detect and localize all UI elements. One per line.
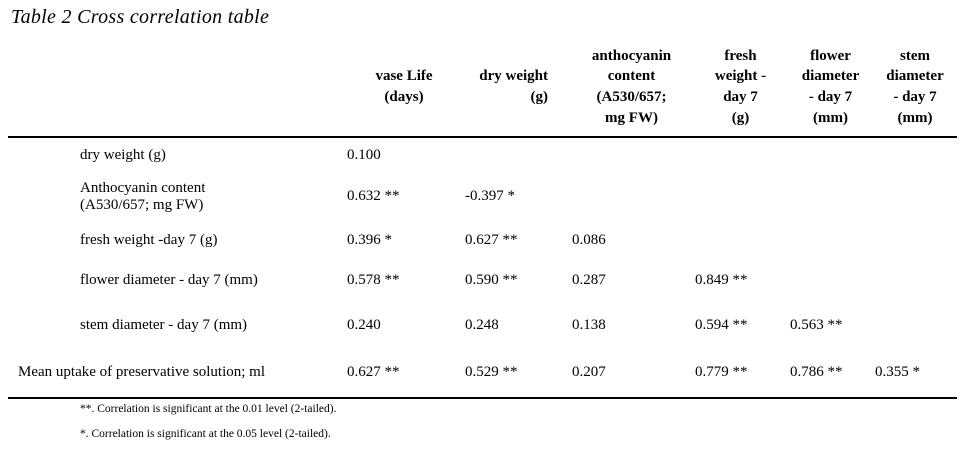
value-cell <box>873 258 957 302</box>
table-row-anthocyanin: Anthocyanin content (A530/657; mg FW) 0.… <box>8 172 957 222</box>
value-cell: 0.138 <box>572 316 606 333</box>
table-row-stem-diameter: stem diameter - day 7 (mm) 0.240 0.248 0… <box>8 302 957 348</box>
table-row-mean-uptake: Mean uptake of preservative solution; ml… <box>8 348 957 398</box>
value-cell <box>693 172 788 222</box>
value-cell: 0.563 ** <box>790 316 843 333</box>
value-cell: 0.627 ** <box>347 364 400 380</box>
footnote-significance-001: **. Correlation is significant at the 0.… <box>80 403 337 415</box>
value-cell: 0.086 <box>572 231 606 248</box>
table-header-row: vase Life (days) dry weight (g) anthocya… <box>8 38 957 137</box>
value-cell <box>873 302 957 348</box>
value-cell: 0.594 ** <box>695 316 748 333</box>
value-cell: 0.779 ** <box>695 364 748 380</box>
value-cell: -0.397 * <box>465 188 515 205</box>
value-cell: 0.287 <box>572 271 606 288</box>
table-row-fresh-weight: fresh weight -day 7 (g) 0.396 * 0.627 **… <box>8 222 957 258</box>
value-cell: 0.627 ** <box>465 231 518 248</box>
row-label: Mean uptake of preservative solution; ml <box>18 364 266 380</box>
value-cell <box>570 172 693 222</box>
column-header-anthocyanin: anthocyanin content (A530/657; mg FW) <box>591 47 672 126</box>
footnote-significance-005: *. Correlation is significant at the 0.0… <box>80 428 331 440</box>
value-cell: 0.100 <box>347 146 381 163</box>
value-cell: 0.240 <box>347 316 381 333</box>
value-cell: 0.529 ** <box>465 364 518 380</box>
row-label: dry weight (g) <box>80 146 166 163</box>
value-cell <box>570 137 693 172</box>
cross-correlation-table: vase Life (days) dry weight (g) anthocya… <box>8 38 957 399</box>
row-label: Anthocyanin content (A530/657; mg FW) <box>80 179 206 213</box>
table-body: dry weight (g) 0.100 Anthocyanin content… <box>8 137 957 398</box>
value-cell <box>463 137 570 172</box>
value-cell <box>788 172 873 222</box>
row-label: stem diameter - day 7 (mm) <box>80 316 248 333</box>
value-cell <box>873 172 957 222</box>
value-cell: 0.578 ** <box>347 271 400 288</box>
value-cell <box>873 222 957 258</box>
value-cell <box>693 137 788 172</box>
column-header-flower-diameter: flower diameter - day 7 (mm) <box>801 47 860 126</box>
value-cell: 0.786 ** <box>790 364 843 380</box>
column-header-fresh-weight: fresh weight - day 7 (g) <box>714 47 767 126</box>
corner-cell <box>8 38 345 137</box>
value-cell: 0.207 <box>572 364 606 380</box>
value-cell: 0.248 <box>465 316 499 333</box>
column-header-dry-weight: dry weight (g) <box>479 68 548 105</box>
table-footnotes: **. Correlation is significant at the 0.… <box>80 403 336 453</box>
value-cell: 0.590 ** <box>465 271 518 288</box>
value-cell: 0.849 ** <box>695 271 748 288</box>
value-cell <box>693 222 788 258</box>
value-cell: 0.355 * <box>875 364 920 380</box>
row-label: flower diameter - day 7 (mm) <box>80 271 258 288</box>
column-header-vase-life: vase Life (days) <box>375 68 433 105</box>
table-title: Table 2 Cross correlation table <box>11 6 270 28</box>
value-cell <box>788 258 873 302</box>
value-cell <box>873 137 957 172</box>
value-cell <box>788 222 873 258</box>
column-header-stem-diameter: stem diameter - day 7 (mm) <box>886 47 944 126</box>
table-row-dry-weight: dry weight (g) 0.100 <box>8 137 957 172</box>
value-cell <box>788 137 873 172</box>
value-cell: 0.396 * <box>347 231 392 248</box>
row-label: fresh weight -day 7 (g) <box>80 231 218 248</box>
value-cell: 0.632 ** <box>347 188 400 205</box>
table-row-flower-diameter: flower diameter - day 7 (mm) 0.578 ** 0.… <box>8 258 957 302</box>
